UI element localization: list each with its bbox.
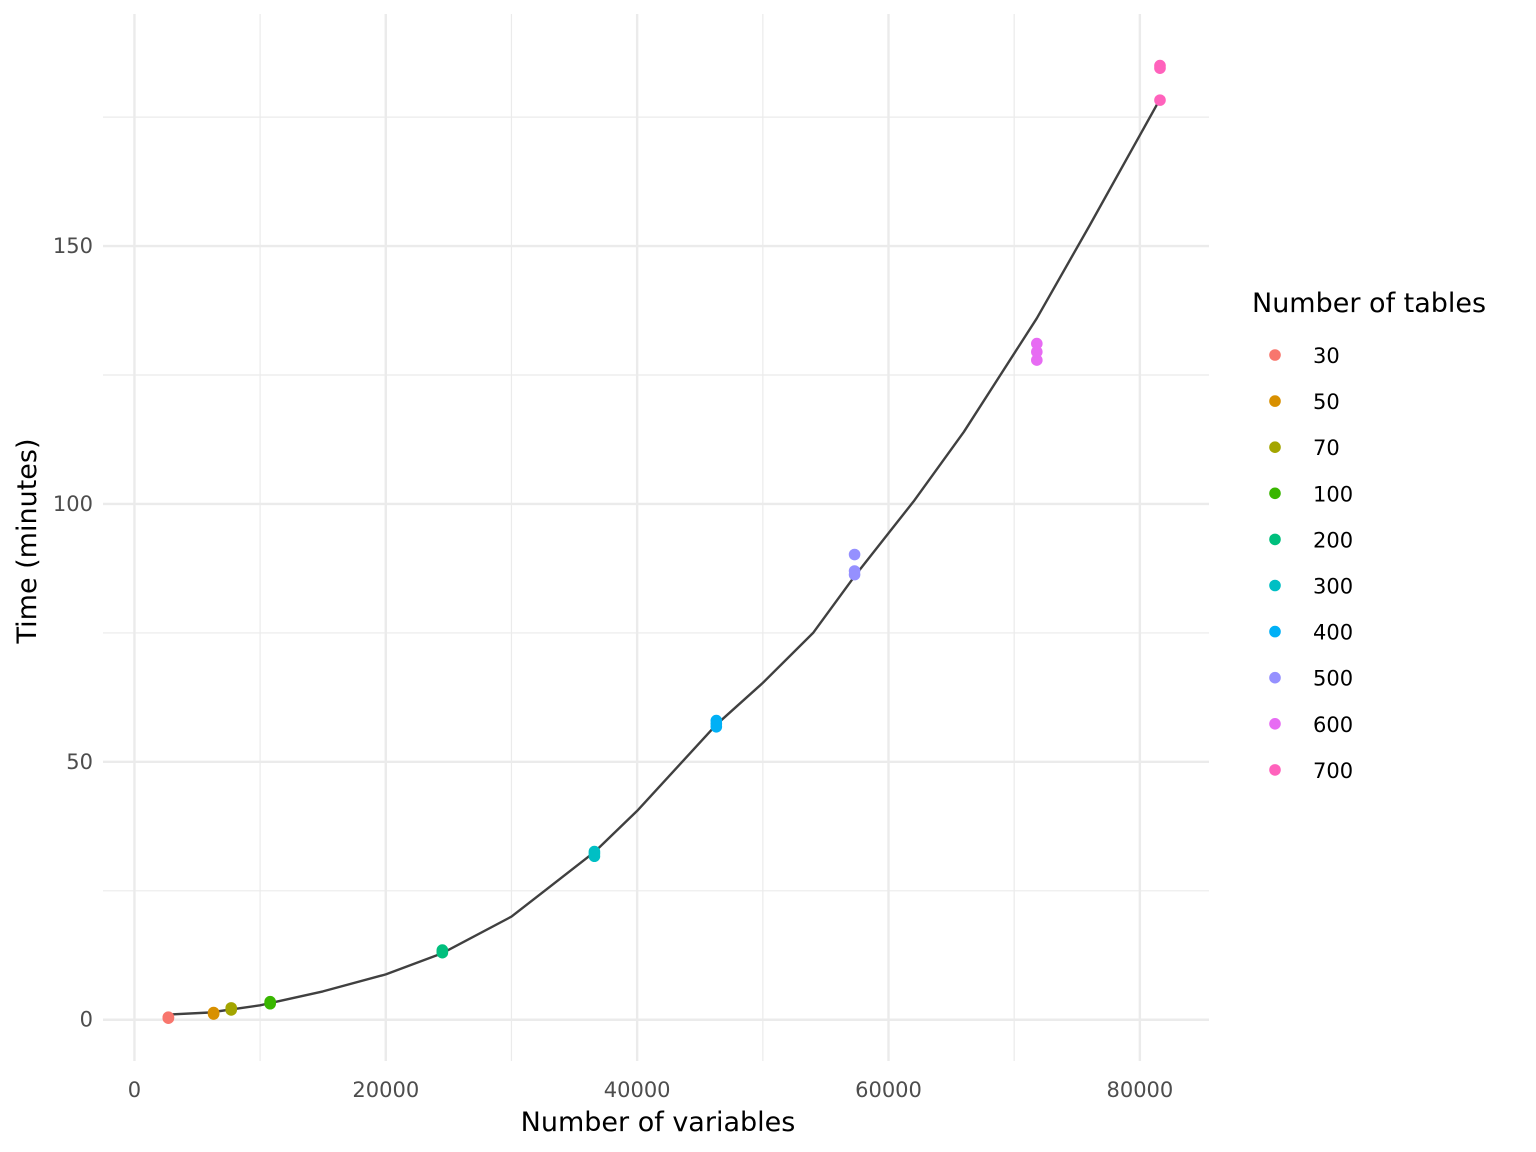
legend: Number of tables 30 50 70 100 200 300 400 500 60… [1252,288,1486,783]
x-tick-label: 20000 [352,1078,419,1102]
y-tick-label: 50 [66,750,93,774]
data-point-200 [436,945,449,958]
legend-items: 30 50 70 100 200 300 400 500 600 700 [1269,344,1353,783]
y-tick-label: 0 [80,1008,93,1032]
legend-label: 600 [1313,713,1353,737]
points-layer [162,59,1166,1024]
legend-key [1269,764,1281,776]
legend-key [1269,487,1281,500]
data-point-70 [225,1003,237,1015]
x-tick-label: 40000 [604,1078,671,1102]
x-tick-label: 80000 [1106,1078,1173,1102]
legend-label: 50 [1313,390,1340,414]
y-axis-tick-labels: 0 50 100 150 [53,234,93,1032]
legend-item-30: 30 [1269,344,1340,368]
fit-line-layer [168,98,1162,1016]
legend-key [1269,349,1281,361]
legend-label: 200 [1313,528,1353,552]
legend-item-100: 100 [1269,482,1353,506]
legend-key [1269,533,1281,546]
legend-key [1269,441,1281,454]
x-axis-title: Number of variables [521,1107,796,1138]
data-point-700 [1154,59,1166,72]
y-tick-label: 100 [53,492,93,516]
legend-item-300: 300 [1269,575,1353,599]
x-tick-label: 60000 [855,1078,922,1102]
data-point-30 [162,1011,175,1024]
legend-label: 300 [1313,575,1353,599]
legend-label: 700 [1313,759,1353,783]
legend-label: 100 [1313,482,1353,506]
x-tick-label: 0 [128,1078,141,1102]
legend-label: 30 [1313,344,1340,368]
legend-item-70: 70 [1269,436,1340,460]
legend-key [1269,579,1281,592]
data-point-300 [588,847,601,860]
data-point-600 [1031,354,1043,366]
fit-line [168,98,1162,1016]
data-point-100 [264,996,276,1009]
legend-item-500: 500 [1269,667,1353,691]
major-gridlines [103,14,1209,1061]
legend-item-50: 50 [1269,390,1340,414]
data-point-700 [1154,94,1166,106]
data-point-500 [848,548,861,561]
legend-key [1269,625,1281,638]
legend-item-200: 200 [1269,528,1353,552]
minor-gridlines [103,14,1209,1061]
y-axis-title: Time (minutes) [12,438,43,644]
data-point-500 [848,565,861,577]
data-point-400 [710,717,723,730]
legend-key [1269,395,1281,407]
y-tick-label: 150 [53,234,93,258]
legend-label: 500 [1313,667,1353,691]
legend-item-700: 700 [1269,759,1353,783]
data-point-600 [1031,337,1043,350]
data-point-600 [1031,346,1043,358]
legend-label: 400 [1313,621,1353,645]
legend-title: Number of tables [1252,288,1486,319]
legend-key [1269,671,1281,684]
x-axis-tick-labels: 0 20000 40000 60000 80000 [128,1078,1174,1102]
legend-item-600: 600 [1269,713,1353,737]
legend-key [1269,718,1281,730]
legend-item-400: 400 [1269,621,1353,645]
data-point-50 [207,1007,220,1020]
legend-label: 70 [1313,436,1340,460]
